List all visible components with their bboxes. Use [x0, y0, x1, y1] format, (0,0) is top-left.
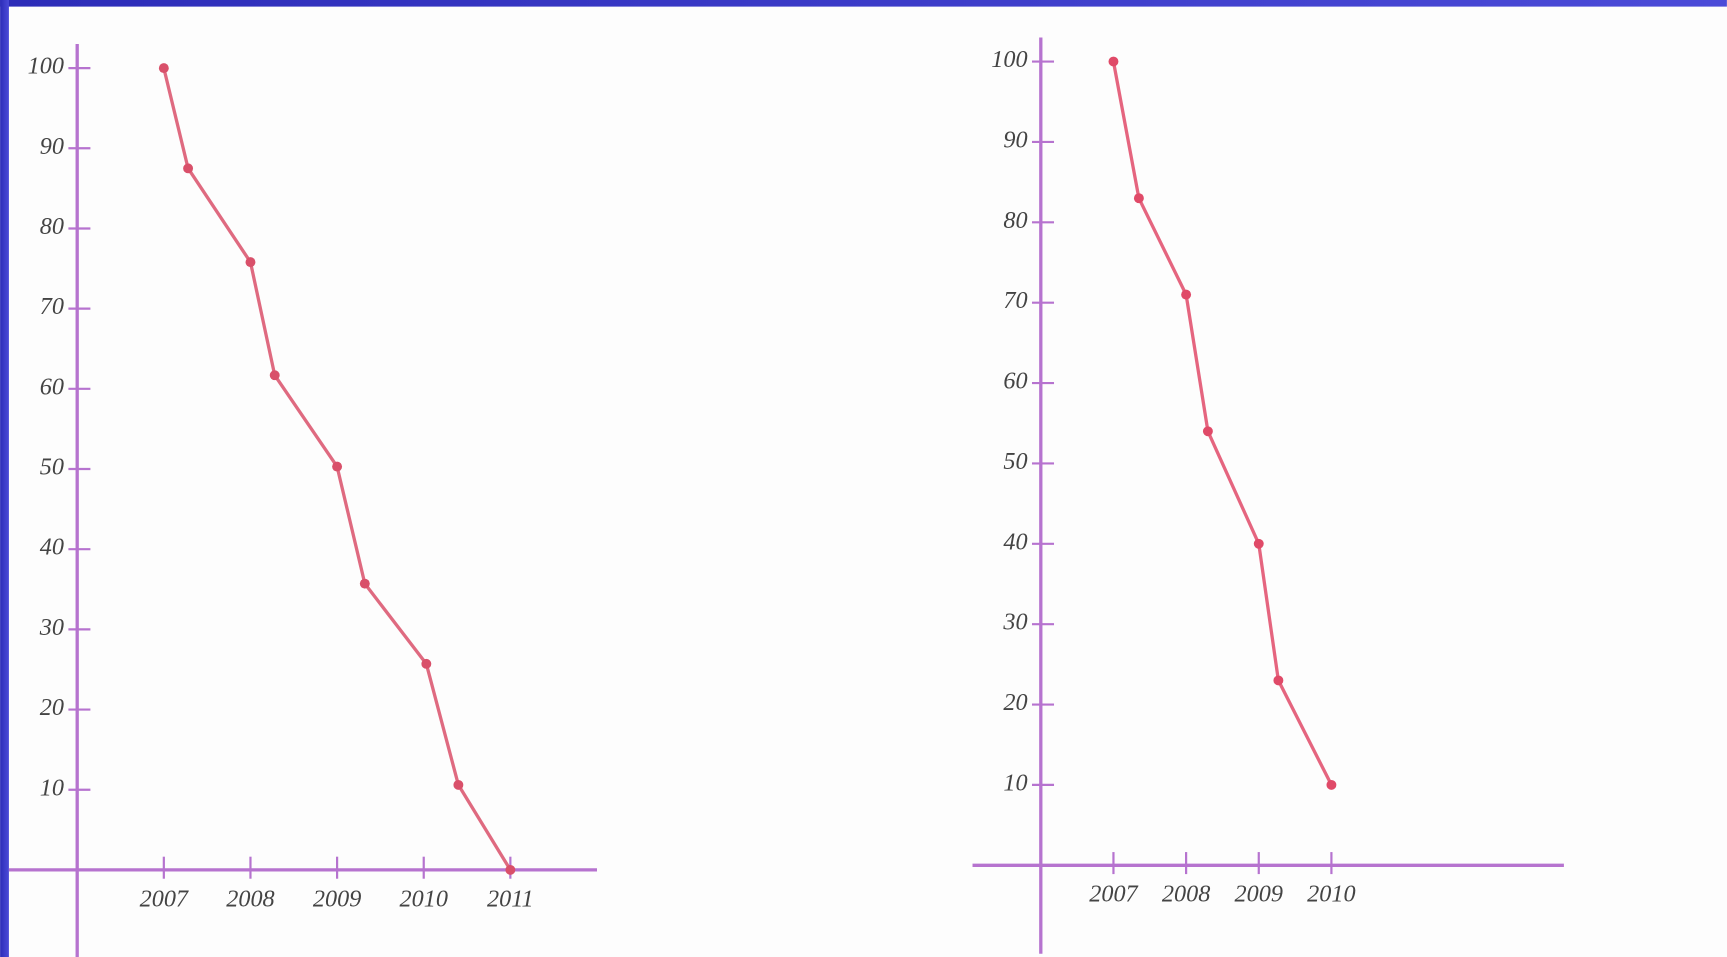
data-point: [245, 257, 256, 268]
y-tick-label: 80: [1003, 207, 1027, 234]
data-point: [505, 864, 516, 875]
y-tick-label: 60: [1003, 368, 1027, 395]
y-tick-label: 90: [40, 133, 64, 160]
y-tick-label: 100: [28, 53, 64, 80]
data-point: [1181, 289, 1192, 300]
data-point: [453, 779, 464, 790]
data-point: [421, 658, 432, 669]
data-point: [1253, 538, 1264, 549]
y-tick-label: 50: [1003, 448, 1027, 475]
frame-left: [0, 0, 9, 957]
y-tick-label: 40: [40, 534, 64, 561]
y-tick-label: 90: [1003, 126, 1027, 153]
x-tick-label: 2009: [313, 885, 361, 912]
x-tick-label: 2010: [1307, 881, 1355, 908]
y-tick-label: 70: [40, 293, 64, 320]
x-tick-label: 2008: [226, 885, 274, 912]
y-tick-label: 100: [991, 46, 1027, 73]
y-tick-label: 20: [1003, 689, 1027, 716]
data-point: [359, 578, 370, 589]
y-tick-label: 10: [40, 774, 64, 801]
data-point: [158, 63, 169, 74]
data-point: [332, 461, 343, 472]
y-tick-label: 10: [1003, 769, 1027, 796]
y-tick-label: 80: [40, 213, 64, 240]
data-point: [1273, 675, 1284, 686]
data-point: [269, 370, 280, 381]
x-tick-label: 2008: [1162, 881, 1210, 908]
x-tick-label: 2011: [487, 885, 534, 912]
y-tick-label: 60: [40, 373, 64, 400]
y-tick-label: 20: [40, 694, 64, 721]
data-point: [1133, 193, 1144, 204]
y-tick-label: 50: [40, 454, 64, 481]
y-tick-label: 40: [1003, 528, 1027, 555]
y-tick-label: 30: [39, 614, 64, 641]
data-point: [1108, 56, 1119, 67]
x-tick-label: 2009: [1235, 881, 1283, 908]
y-tick-label: 70: [1003, 287, 1027, 314]
data-point: [1326, 779, 1337, 790]
y-tick-label: 30: [1002, 609, 1027, 636]
frame-top: [0, 0, 1727, 7]
data-point: [183, 163, 194, 174]
data-point: [1202, 426, 1213, 437]
x-tick-label: 2010: [400, 885, 448, 912]
x-tick-label: 2007: [1089, 881, 1138, 908]
x-tick-label: 2007: [140, 885, 189, 912]
